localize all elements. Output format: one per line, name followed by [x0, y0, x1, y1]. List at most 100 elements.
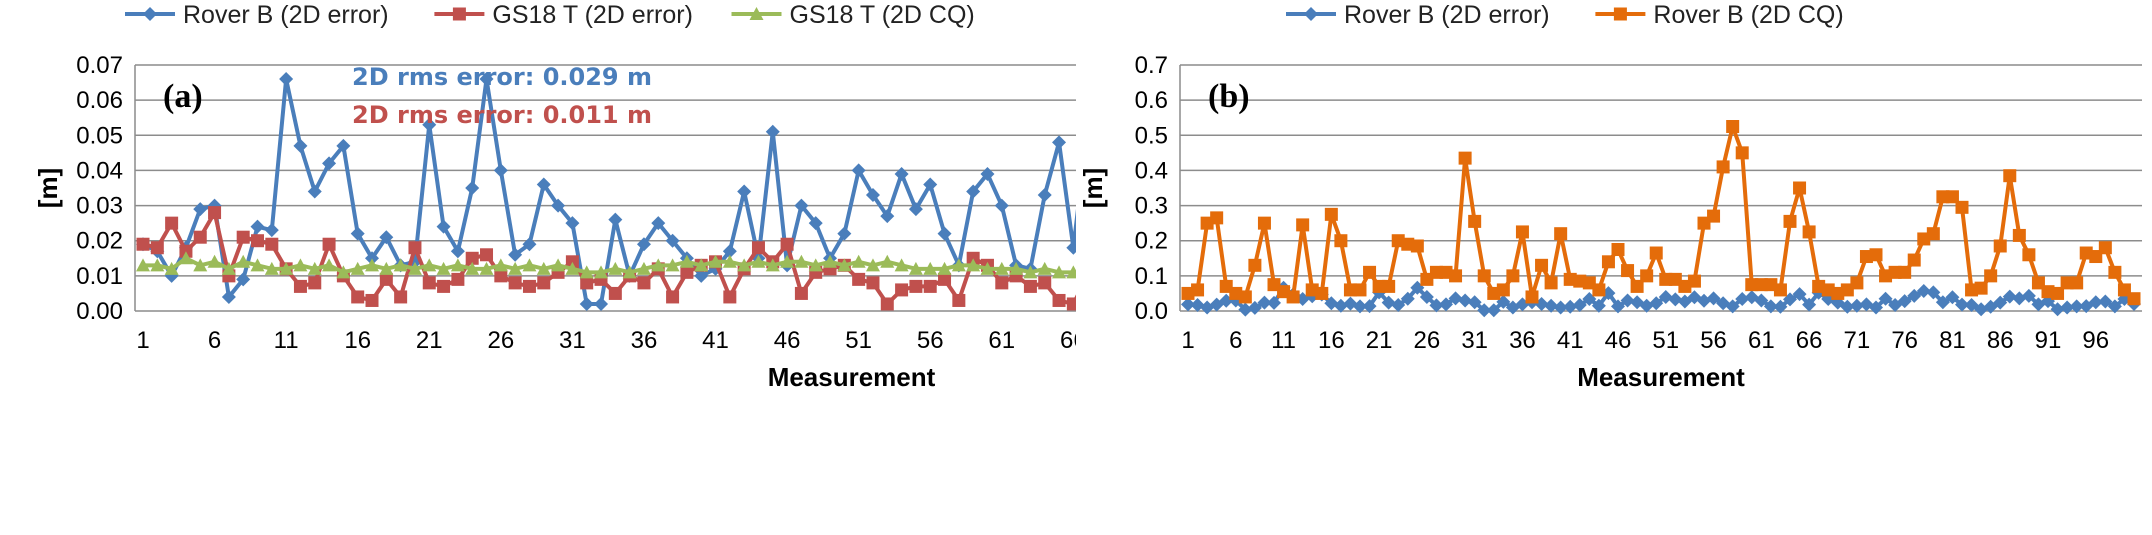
data-point [508, 247, 523, 262]
data-point [322, 156, 337, 171]
data-point [895, 283, 909, 297]
x-tick-label: 31 [1461, 327, 1488, 354]
data-point [279, 72, 294, 87]
data-point [1620, 293, 1635, 308]
data-point [408, 241, 422, 255]
data-point [923, 279, 937, 293]
data-point [1993, 239, 2007, 253]
data-point [1458, 293, 1473, 308]
x-tick-label: 61 [988, 327, 1015, 354]
x-tick-label: 71 [1844, 327, 1871, 354]
data-point [2003, 169, 2017, 183]
data-point [1926, 227, 1940, 241]
data-point [851, 254, 866, 268]
y-tick-label: 0.04 [76, 157, 123, 184]
data-point [365, 293, 379, 307]
data-point [336, 138, 351, 153]
data-point [536, 177, 551, 192]
data-point [966, 184, 981, 199]
data-point [193, 230, 207, 244]
x-tick-label: 11 [274, 327, 299, 354]
data-point [2098, 294, 2113, 309]
data-point [722, 254, 737, 268]
data-point [236, 254, 251, 268]
data-point [1191, 283, 1205, 297]
data-point [1621, 264, 1635, 278]
data-point [493, 163, 508, 178]
data-point [1716, 160, 1730, 174]
data-point [1984, 269, 1998, 283]
data-point [765, 258, 780, 272]
data-point [2012, 291, 2027, 306]
y-tick-label: 0.4 [1135, 157, 1168, 184]
data-point [794, 198, 809, 213]
data-point [1257, 216, 1271, 230]
data-point [837, 258, 852, 272]
data-point [1850, 276, 1864, 290]
data-point [437, 279, 451, 293]
x-tick-label: 56 [917, 327, 944, 354]
data-point [1553, 300, 1568, 315]
panel-label: (b) [1208, 78, 1250, 115]
data-point [1878, 291, 1893, 306]
data-point [636, 261, 651, 275]
data-point [1802, 225, 1816, 239]
data-point [694, 258, 709, 272]
data-point [1315, 286, 1329, 300]
y-tick-label: 0.07 [76, 52, 123, 79]
data-point [1448, 291, 1463, 306]
data-point [1591, 298, 1606, 313]
data-point [637, 276, 651, 290]
data-point [1687, 274, 1701, 288]
data-point [1477, 303, 1492, 318]
data-point [1649, 246, 1663, 260]
data-point [1052, 265, 1067, 279]
data-point [980, 261, 995, 275]
data-point [1773, 283, 1787, 297]
x-tick-label: 36 [1509, 327, 1536, 354]
data-point [2060, 300, 2075, 315]
data-point [651, 216, 666, 231]
data-point [994, 261, 1009, 275]
series-line-1 [142, 210, 1076, 306]
data-point [1907, 288, 1922, 303]
data-point [1706, 291, 1721, 306]
data-point [479, 72, 494, 87]
data-point [193, 258, 208, 272]
data-point [1247, 300, 1262, 315]
data-point [1458, 151, 1472, 165]
data-point [1410, 239, 1424, 253]
rms-annotation: 2D rms error: 0.011 m [352, 101, 652, 129]
data-point [995, 276, 1009, 290]
x-tick-label: 36 [631, 327, 658, 354]
legend-marker [749, 7, 764, 20]
data-point [951, 258, 966, 272]
data-point [1410, 280, 1425, 295]
data-point [164, 261, 179, 275]
data-point [207, 254, 222, 268]
data-point [1525, 290, 1539, 304]
data-point [322, 258, 337, 272]
data-point [479, 261, 494, 275]
data-point [1916, 283, 1931, 298]
data-point [880, 254, 895, 268]
data-point [1935, 295, 1950, 310]
y-tick-label: 0.5 [1135, 122, 1168, 149]
data-point [394, 290, 408, 304]
x-tick-label: 31 [559, 327, 586, 354]
data-point [679, 254, 694, 268]
x-tick-label: 16 [1318, 327, 1345, 354]
data-point [1477, 269, 1491, 283]
data-point [938, 272, 952, 286]
data-point [1640, 269, 1654, 283]
data-point [594, 296, 609, 311]
data-point [723, 290, 737, 304]
data-point [751, 254, 766, 268]
data-point [365, 258, 380, 272]
data-point [594, 265, 609, 279]
data-point [422, 117, 437, 132]
y-tick-label: 0.2 [1135, 228, 1168, 255]
data-point [1496, 283, 1510, 297]
data-point [1707, 209, 1721, 223]
y-tick-label: 0.02 [76, 228, 123, 255]
